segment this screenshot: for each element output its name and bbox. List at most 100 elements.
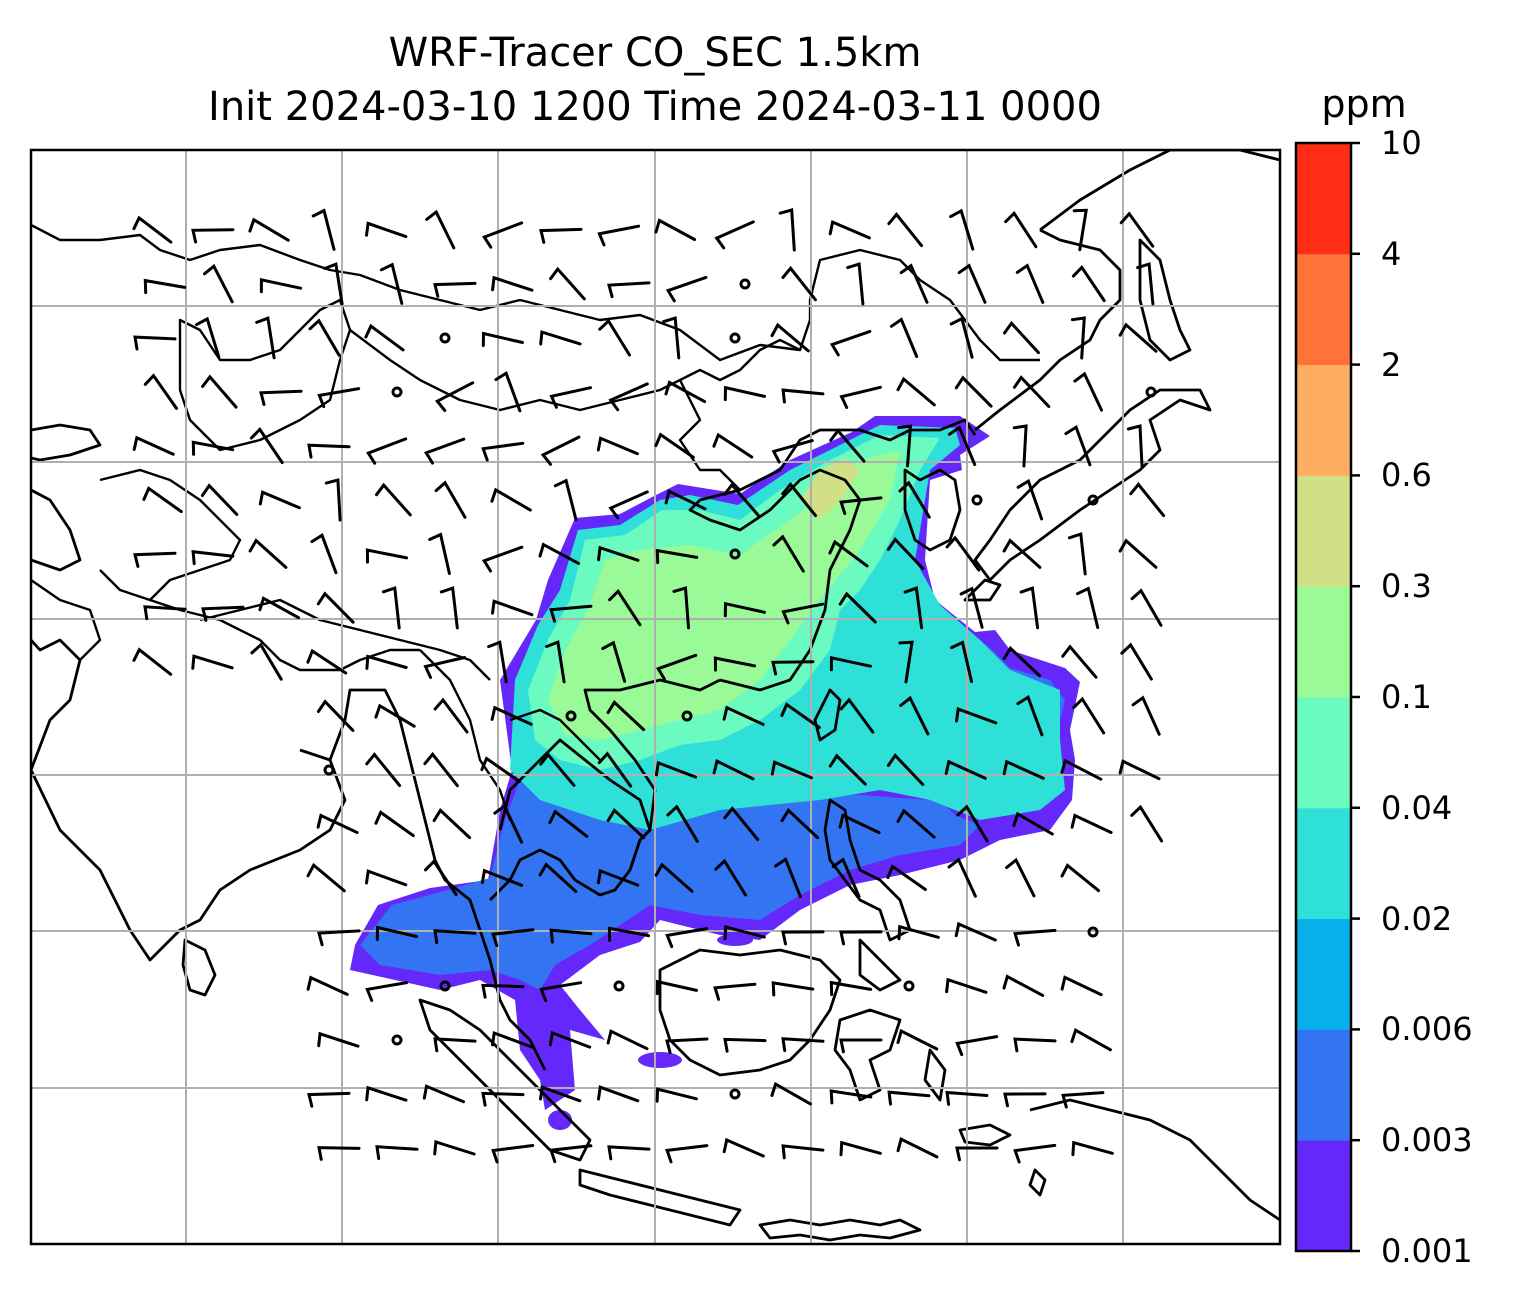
wind-barb: [839, 697, 875, 734]
wind-barb: [366, 437, 408, 465]
wind-barb: [143, 605, 187, 621]
wind-barb: [142, 486, 183, 514]
wind-barb: [829, 428, 866, 463]
wind-barb: [887, 212, 923, 248]
wind-barb: [133, 335, 177, 351]
wind-barb: [606, 700, 646, 732]
coastline-nusa: [758, 1218, 922, 1242]
border-central-asia: [178, 298, 352, 452]
wind-barb: [839, 496, 883, 515]
wind-barb: [598, 318, 631, 357]
wind-barb: [606, 1029, 649, 1051]
wind-barb: [1118, 322, 1158, 353]
wind-barb: [481, 1091, 525, 1107]
wind-barb: [259, 277, 303, 294]
map-frame: [29, 148, 1282, 1246]
border-pakistan: [149, 598, 420, 672]
wind-barb: [317, 1031, 360, 1048]
wind-barb: [723, 385, 766, 402]
wind-barb: [255, 316, 276, 360]
coastline-russia-east: [1039, 150, 1280, 232]
wind-barb: [664, 380, 707, 404]
wind-barb: [316, 699, 355, 732]
wind-barb: [1012, 424, 1028, 468]
wind-barb: [829, 980, 873, 997]
wind-barb: [899, 695, 930, 736]
wind-barb: [714, 858, 747, 897]
wind-barb: [491, 1030, 534, 1049]
wind-barb: [839, 1140, 882, 1157]
wind-barb: [654, 862, 694, 893]
wind-barb: [1012, 811, 1054, 836]
wind-barb: [829, 655, 872, 672]
wind-barb: [316, 591, 355, 624]
colorbar-segment: [1296, 697, 1351, 809]
wind-barb: [1136, 262, 1155, 306]
border-myanmar: [419, 649, 512, 821]
border-iran: [31, 579, 102, 661]
wind-barb: [307, 1091, 351, 1108]
wind-barb: [481, 545, 524, 573]
wind-barb: [1013, 1037, 1057, 1053]
wind-barb: [714, 220, 755, 250]
wind-barb: [433, 281, 477, 298]
wind-barb: [539, 1085, 582, 1103]
wind-barb: [771, 981, 815, 997]
wind-barb: [1076, 586, 1100, 629]
wind-barb: [949, 208, 975, 251]
wind-barb: [596, 436, 639, 456]
wind-barb: [955, 1146, 999, 1162]
border-laos: [509, 708, 601, 761]
wind-barb: [896, 376, 936, 407]
wind-barb: [1002, 645, 1042, 678]
wind-barb: [780, 702, 821, 729]
wind-barb: [780, 808, 820, 840]
wind-barb: [491, 275, 534, 292]
wind-barb: [259, 389, 303, 406]
wind-barb: [723, 1037, 767, 1053]
wind-barb: [249, 427, 284, 465]
wind-barb: [945, 535, 981, 572]
wind-barb: [665, 927, 709, 949]
wind-barb: [482, 221, 524, 249]
border-mongolia: [349, 329, 801, 412]
wind-barb: [672, 586, 690, 630]
calm-wind-marker: [729, 548, 741, 560]
wind-barb: [306, 862, 346, 893]
wind-barb: [846, 262, 865, 306]
wind-barb: [143, 373, 178, 410]
calm-wind-marker: [1145, 386, 1157, 398]
wind-barb: [781, 265, 817, 302]
calm-wind-marker: [971, 494, 983, 506]
wind-barb: [778, 208, 796, 252]
wind-barb: [324, 478, 342, 522]
wind-barb: [654, 760, 698, 779]
wind-barb: [654, 432, 695, 459]
wind-barb: [666, 804, 699, 843]
wind-barb: [310, 533, 338, 575]
tracer-level-0.003: [360, 640, 1065, 990]
wind-barb: [608, 490, 649, 520]
wind-barb: [597, 1085, 640, 1103]
wind-barb: [248, 217, 290, 242]
colorbar-tick-label: 0.1: [1381, 678, 1432, 716]
wind-barb: [723, 806, 760, 841]
calm-wind-marker: [681, 710, 693, 722]
wind-barb: [365, 654, 408, 670]
wind-barb: [374, 810, 415, 838]
wind-barb: [365, 752, 402, 787]
wind-barb: [1067, 532, 1087, 576]
wind-barb: [949, 316, 974, 359]
wind-barb: [201, 605, 245, 622]
wind-barb: [379, 262, 404, 305]
colorbar: [1296, 143, 1351, 1252]
wind-barb: [839, 1038, 883, 1054]
wind-barb: [1002, 538, 1042, 569]
wind-barb: [365, 1085, 408, 1102]
wind-barb: [828, 219, 871, 240]
wind-barb: [491, 599, 534, 617]
wind-barb: [1016, 694, 1044, 737]
coastline-sumatra: [418, 998, 592, 1162]
border-himalaya: [199, 598, 491, 681]
